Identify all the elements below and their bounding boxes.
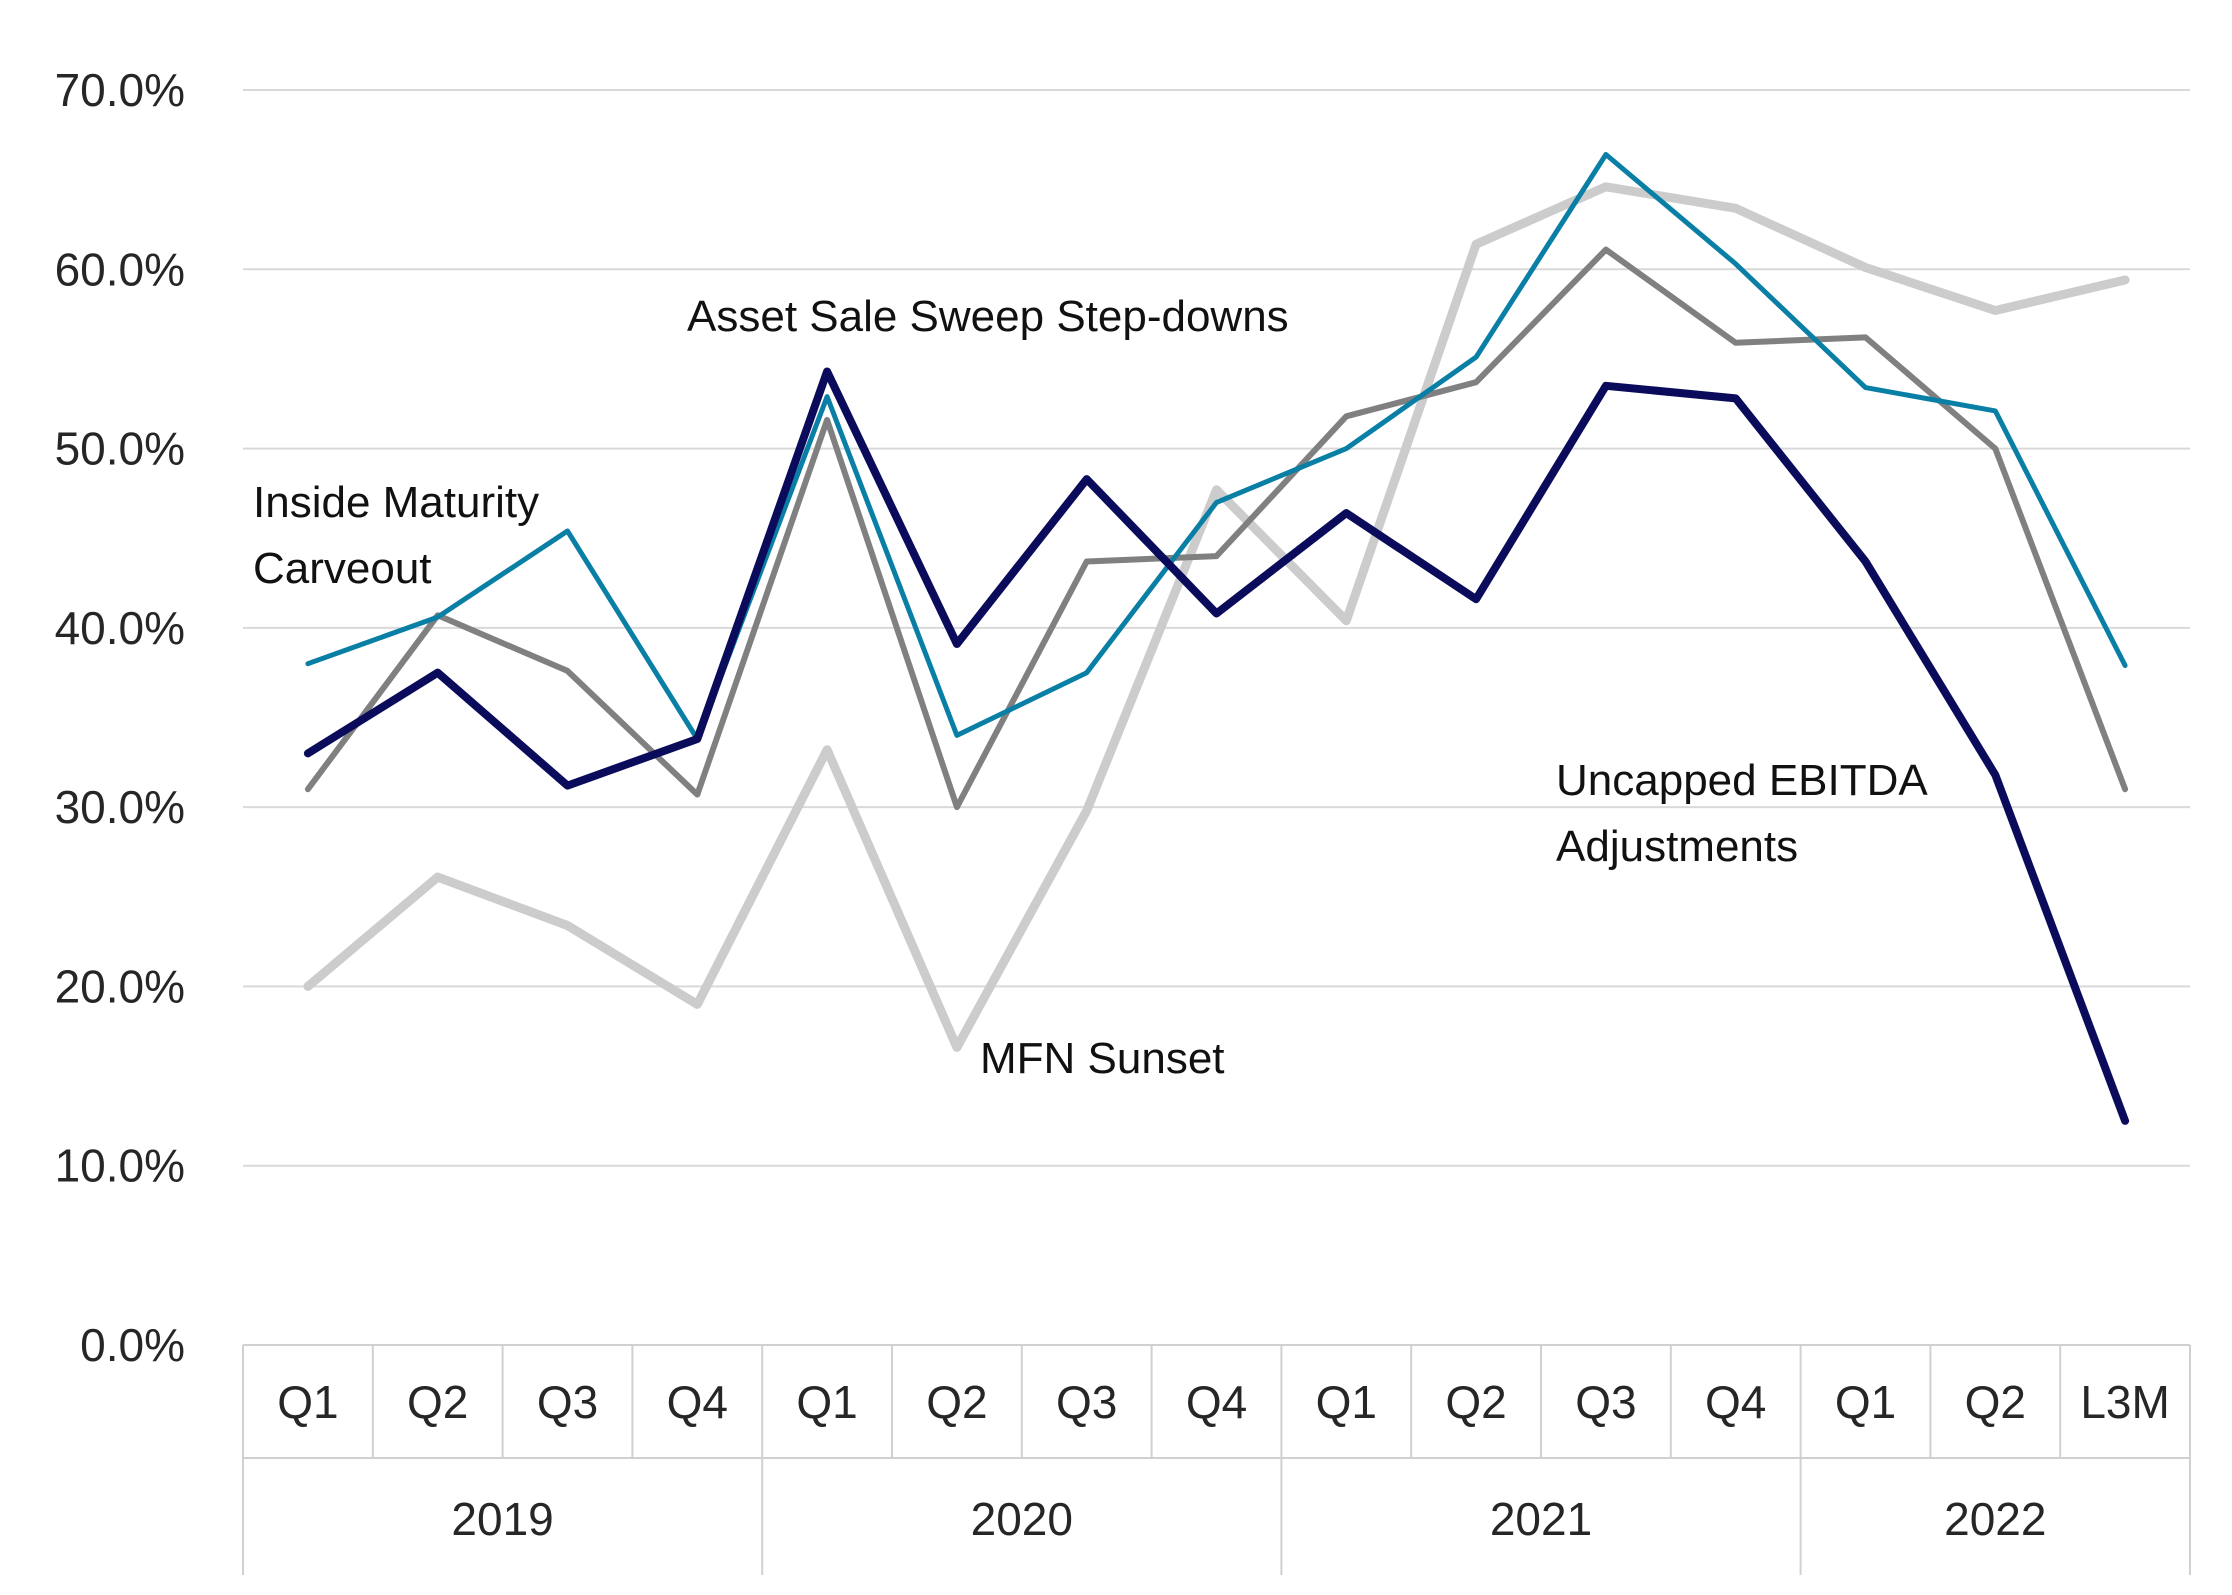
y-tick-label: 20.0% [55,960,185,1012]
annotation-asset-sale-sweep: Asset Sale Sweep Step-downs [687,292,1289,341]
x-tick-label: Q3 [1056,1376,1117,1428]
y-tick-label: 50.0% [55,423,185,475]
series-line-mfn-sunset [303,182,2130,1052]
x-group-label: 2022 [1944,1493,2046,1545]
y-tick-label: 30.0% [55,781,185,833]
y-tick-label: 60.0% [55,243,185,295]
series-lines [303,152,2130,1125]
y-axis-tick-labels: 0.0% 10.0% 20.0% 30.0% 40.0% 50.0% 60.0% 70.0% [55,64,185,1371]
y-tick-label: 0.0% [80,1319,185,1371]
annotation-mfn-sunset: MFN Sunset [980,1034,1225,1083]
y-tick-label: 40.0% [55,602,185,654]
x-group-label: 2019 [451,1493,553,1545]
x-tick-label: Q1 [277,1376,338,1428]
x-tick-label: Q4 [1705,1376,1766,1428]
x-tick-label: Q3 [1575,1376,1636,1428]
x-tick-label: Q4 [1186,1376,1247,1428]
x-tick-label: L3M [2080,1376,2169,1428]
x-tick-label: Q1 [1835,1376,1896,1428]
x-tick-label: Q3 [537,1376,598,1428]
x-tick-label: Q2 [407,1376,468,1428]
x-tick-label: Q2 [1965,1376,2026,1428]
series-line-uncapped-ebitda-adjustments [303,367,2130,1125]
x-axis: Q1 Q2 Q3 Q4 Q1 Q2 Q3 Q4 Q1 Q2 Q3 Q4 Q1 Q2 L3M 2019 2020 2… [242,1344,2191,1575]
x-tick-label: Q1 [1316,1376,1377,1428]
annotation-uncapped-ebitda: Uncapped EBITDA Adjustments [1556,756,1938,871]
x-tick-label: Q1 [796,1376,857,1428]
x-group-label: 2021 [1490,1493,1592,1545]
series-line-asset-sale-sweep-step-downs [304,246,2129,811]
x-group-label: 2020 [971,1493,1073,1545]
annotations: Asset Sale Sweep Step-downs Inside Matur… [253,292,1938,1083]
y-tick-label: 70.0% [55,64,185,116]
x-tick-label: Q4 [667,1376,728,1428]
x-tick-label: Q2 [926,1376,987,1428]
y-tick-label: 10.0% [55,1140,185,1192]
x-tick-label: Q2 [1445,1376,1506,1428]
gridlines [243,89,2190,1167]
annotation-inside-maturity: Inside Maturity Carveout [253,478,551,593]
series-line-inside-maturity-carveout [305,152,2128,742]
